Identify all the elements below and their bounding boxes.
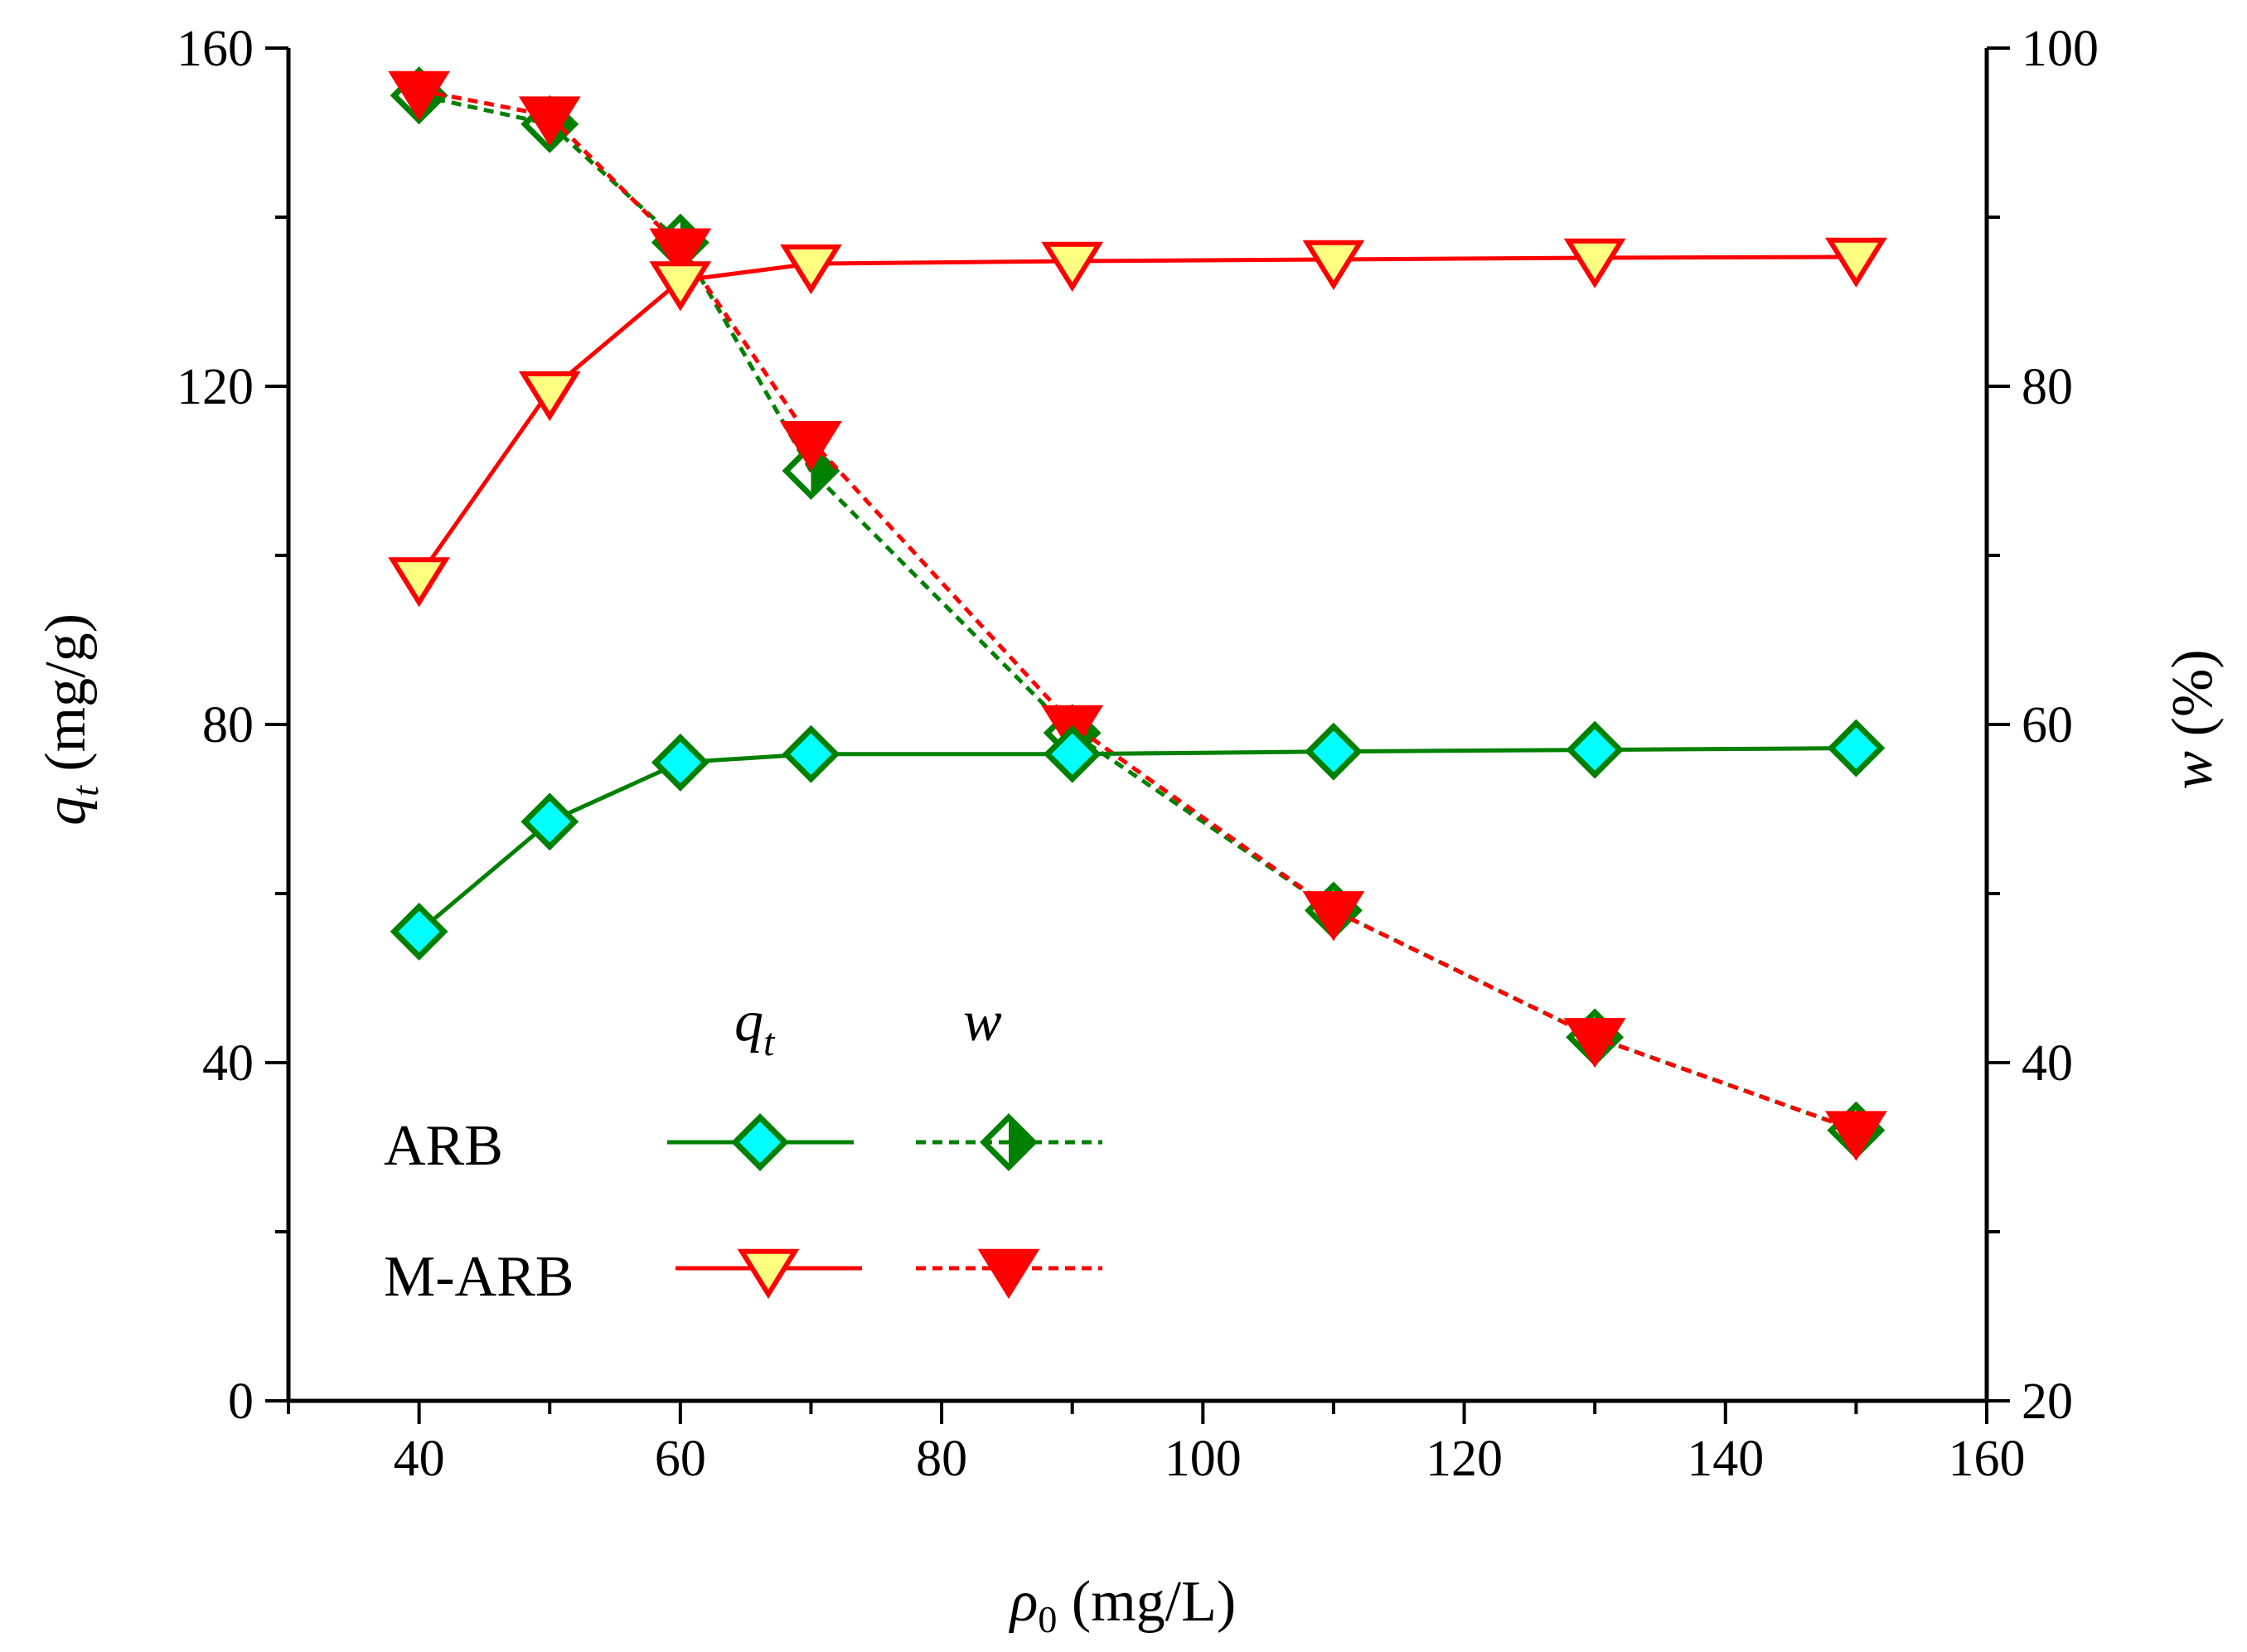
y-right-axis-title: w (%) xyxy=(2161,649,2225,789)
data-point xyxy=(1302,240,1365,290)
series-arb-w xyxy=(390,66,1886,1160)
x-tick-label: 60 xyxy=(655,1431,706,1487)
legend-marker-marb-w xyxy=(977,1248,1040,1299)
y-right-tick-label: 100 xyxy=(2022,21,2099,77)
data-point xyxy=(1824,1111,1887,1161)
series-line xyxy=(418,746,1857,933)
series-line xyxy=(417,254,1857,578)
y-right-tick-label: 60 xyxy=(2022,697,2073,753)
legend: qt w ARB M-ARB xyxy=(384,990,1102,1309)
y-left-tick-label: 80 xyxy=(202,697,254,753)
y-right-tick-label: 20 xyxy=(2022,1373,2073,1430)
legend-marker-marb-qt xyxy=(737,1248,800,1299)
data-point xyxy=(1304,722,1363,781)
x-axis-symbol: ρ xyxy=(1009,1570,1039,1634)
x-axis-subscript: 0 xyxy=(1038,1598,1057,1640)
data-point xyxy=(1563,1018,1626,1068)
legend-label-marb: M-ARB xyxy=(384,1245,574,1309)
y-right-tick-label: 80 xyxy=(2022,359,2073,415)
data-point xyxy=(1566,720,1625,779)
series-line xyxy=(419,88,1857,1132)
y-left-tick-label: 40 xyxy=(202,1035,254,1092)
y-right-axis-symbol: w xyxy=(2161,751,2225,790)
legend-marker-arb-w xyxy=(980,1113,1038,1171)
marker-half-fill xyxy=(1009,1117,1034,1167)
marker-outline xyxy=(980,1113,1038,1171)
legend-col-w: w xyxy=(963,990,1002,1054)
legend-col-qt-symbol: q xyxy=(734,990,763,1054)
x-axis-unit: (mg/L) xyxy=(1057,1570,1236,1634)
y-left-axis-unit: (mg/g) xyxy=(34,613,98,786)
data-point xyxy=(1043,724,1102,783)
series-arb-q-t xyxy=(390,719,1886,961)
data-point xyxy=(782,724,840,783)
series-line xyxy=(419,93,1857,1132)
data-point xyxy=(1827,719,1886,778)
y-right-tick-label: 40 xyxy=(2022,1035,2073,1092)
legend-label-arb: ARB xyxy=(384,1114,503,1178)
legend-col-qt: qt xyxy=(734,990,776,1064)
data-point xyxy=(780,244,842,295)
y-left-tick-label: 160 xyxy=(177,21,254,77)
data-point xyxy=(390,902,448,961)
y-left-tick-label: 0 xyxy=(228,1373,254,1430)
data-point xyxy=(388,70,451,121)
y-left-axis-subscript: t xyxy=(64,785,106,797)
data-point xyxy=(388,557,451,608)
y-left-tick-label: 120 xyxy=(177,359,254,415)
series-layer xyxy=(388,66,1887,1161)
data-point xyxy=(649,261,712,312)
data-point xyxy=(651,733,709,792)
marker-outline xyxy=(782,442,840,500)
legend-samples xyxy=(667,1113,1102,1299)
series-m-arb-w xyxy=(388,70,1887,1161)
x-tick-label: 40 xyxy=(394,1431,445,1487)
data-point xyxy=(518,371,581,422)
y-right-axis-unit: (%) xyxy=(2161,649,2225,750)
data-point xyxy=(1824,237,1887,288)
y-left-axis-symbol: q xyxy=(34,797,98,826)
data-point xyxy=(1563,238,1626,288)
y-left-axis-title: qt (mg/g) xyxy=(34,613,106,826)
data-point xyxy=(1041,241,1104,293)
data-point xyxy=(521,792,579,851)
x-tick-label: 140 xyxy=(1687,1431,1764,1487)
x-tick-label: 120 xyxy=(1426,1431,1503,1487)
legend-col-qt-subscript: t xyxy=(763,1020,776,1064)
data-point xyxy=(518,96,581,147)
x-axis-title: ρ0 (mg/L) xyxy=(1009,1570,1236,1640)
data-point xyxy=(649,228,712,279)
legend-marker-arb-qt xyxy=(731,1113,789,1171)
data-point xyxy=(780,421,842,472)
data-point xyxy=(1302,891,1365,942)
series-m-arb-q-t xyxy=(388,237,1887,608)
x-tick-label: 100 xyxy=(1165,1431,1242,1487)
x-tick-label: 160 xyxy=(1949,1431,2026,1487)
x-tick-label: 80 xyxy=(916,1431,967,1487)
